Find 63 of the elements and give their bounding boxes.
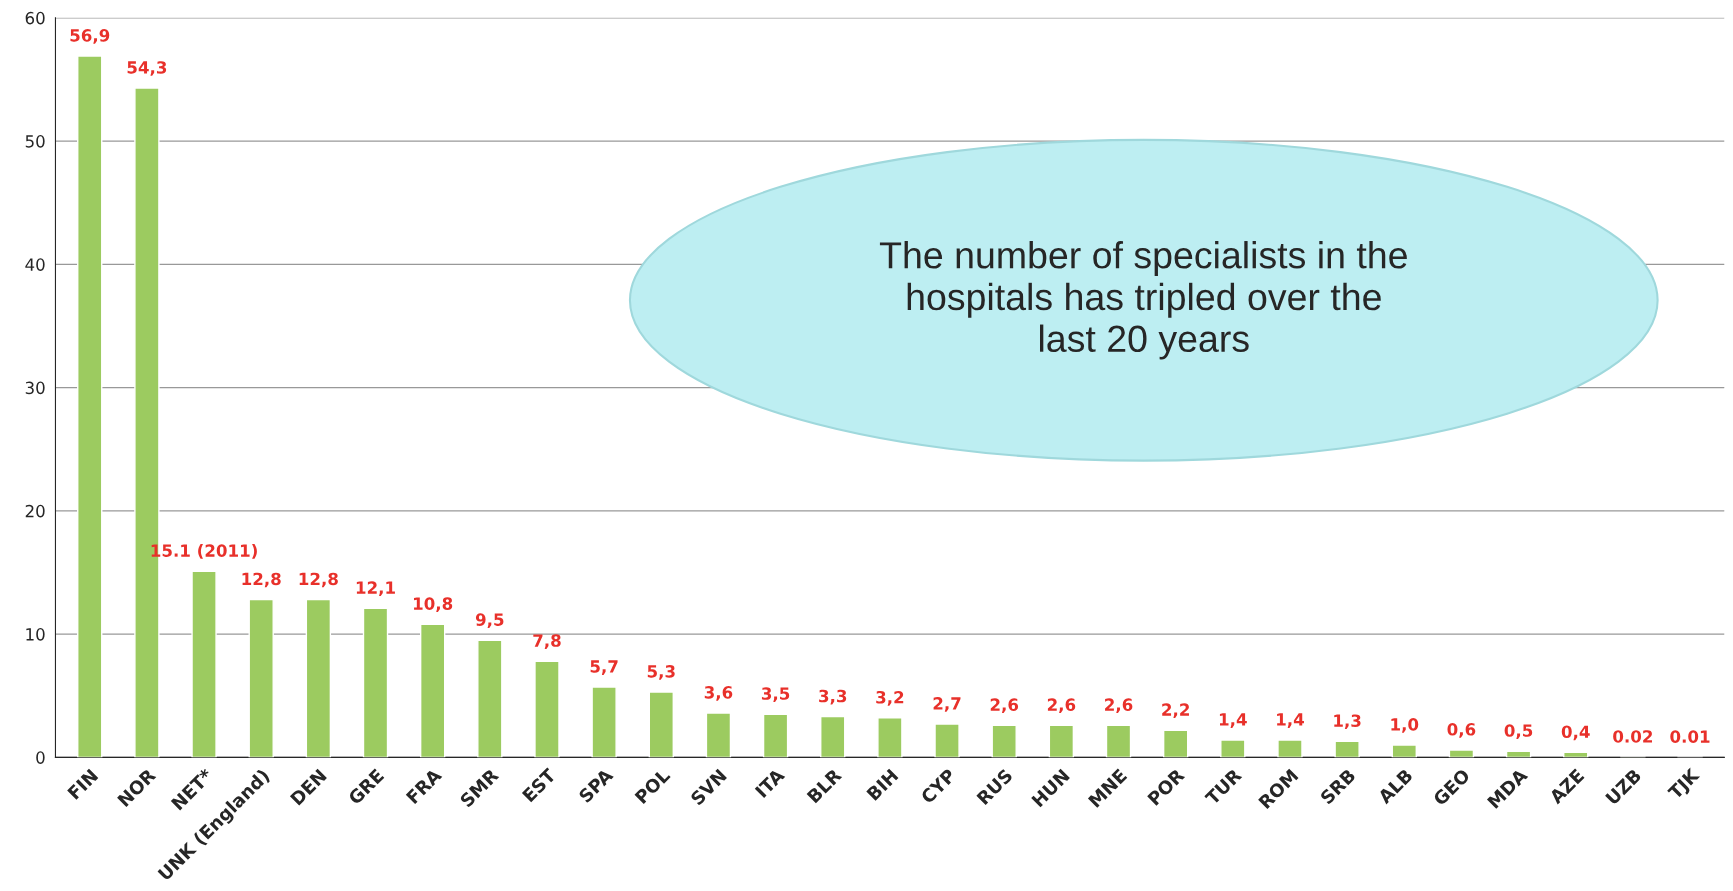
data-label: 12,8 bbox=[299, 572, 338, 588]
bar bbox=[820, 715, 846, 758]
data-label: 0,4 bbox=[1561, 725, 1590, 741]
bar bbox=[248, 598, 274, 758]
data-label: 1,4 bbox=[1219, 713, 1247, 728]
data-label: 2,2 bbox=[1162, 703, 1189, 719]
bar bbox=[991, 724, 1017, 758]
y-tick-label: 60 bbox=[25, 11, 45, 25]
bar bbox=[1334, 740, 1360, 758]
data-label: 0,5 bbox=[1504, 724, 1533, 739]
x-tick-label: ITA bbox=[754, 767, 786, 798]
bar bbox=[1277, 739, 1303, 758]
bar bbox=[1505, 750, 1532, 758]
data-label: 3,5 bbox=[761, 687, 790, 702]
data-label: 0,6 bbox=[1447, 723, 1476, 738]
data-label: 0.02 bbox=[1613, 730, 1652, 743]
data-label: 2,6 bbox=[990, 698, 1019, 714]
bar bbox=[191, 570, 217, 758]
bar bbox=[77, 55, 103, 758]
annotation: The number of specialists in the hospitals has tripled over the last 20 years bbox=[879, 241, 1407, 360]
data-label: 12,1 bbox=[356, 581, 395, 596]
bar bbox=[477, 639, 503, 758]
data-label: 1,0 bbox=[1391, 718, 1419, 733]
data-label: 3,2 bbox=[876, 690, 904, 706]
x-tick-label: TJK bbox=[1667, 767, 1703, 803]
bar bbox=[877, 717, 903, 758]
bar bbox=[1048, 724, 1075, 758]
data-label: 2,7 bbox=[933, 697, 961, 712]
data-label: 1,4 bbox=[1277, 713, 1304, 728]
data-label: 3,6 bbox=[704, 686, 733, 701]
bar bbox=[705, 712, 732, 758]
data-label: 12,8 bbox=[242, 572, 281, 588]
data-label: 5,7 bbox=[590, 660, 618, 675]
data-label: 54,3 bbox=[127, 61, 167, 76]
data-label: 0.01 bbox=[1670, 730, 1710, 743]
bar bbox=[591, 686, 617, 758]
y-tick-label: 30 bbox=[25, 381, 45, 395]
y-tick-label: 20 bbox=[25, 504, 45, 518]
y-tick-label: 10 bbox=[26, 628, 45, 641]
bar bbox=[1220, 739, 1246, 758]
data-label: 3,3 bbox=[819, 689, 847, 705]
bar bbox=[1391, 744, 1417, 758]
bar bbox=[305, 598, 332, 758]
bar bbox=[1162, 729, 1189, 758]
bar bbox=[1448, 749, 1475, 758]
bar bbox=[419, 623, 446, 758]
y-tick-label: 0 bbox=[36, 751, 45, 764]
bar bbox=[362, 607, 389, 758]
data-label: 2,6 bbox=[1047, 698, 1076, 714]
data-label: 9,5 bbox=[475, 613, 504, 629]
data-label: 56,9 bbox=[70, 29, 110, 44]
data-label: 2,6 bbox=[1105, 698, 1133, 714]
data-label: 7,8 bbox=[533, 634, 561, 649]
data-label: 10,8 bbox=[413, 597, 453, 613]
data-label: 1,3 bbox=[1334, 714, 1361, 730]
bar bbox=[1105, 724, 1132, 758]
y-tick-label: 50 bbox=[25, 135, 45, 148]
bar bbox=[534, 660, 560, 758]
data-label: 5,3 bbox=[647, 665, 675, 680]
bar bbox=[648, 691, 674, 758]
bar bbox=[934, 723, 960, 758]
bar bbox=[762, 713, 789, 758]
y-tick-label: 40 bbox=[25, 258, 45, 271]
